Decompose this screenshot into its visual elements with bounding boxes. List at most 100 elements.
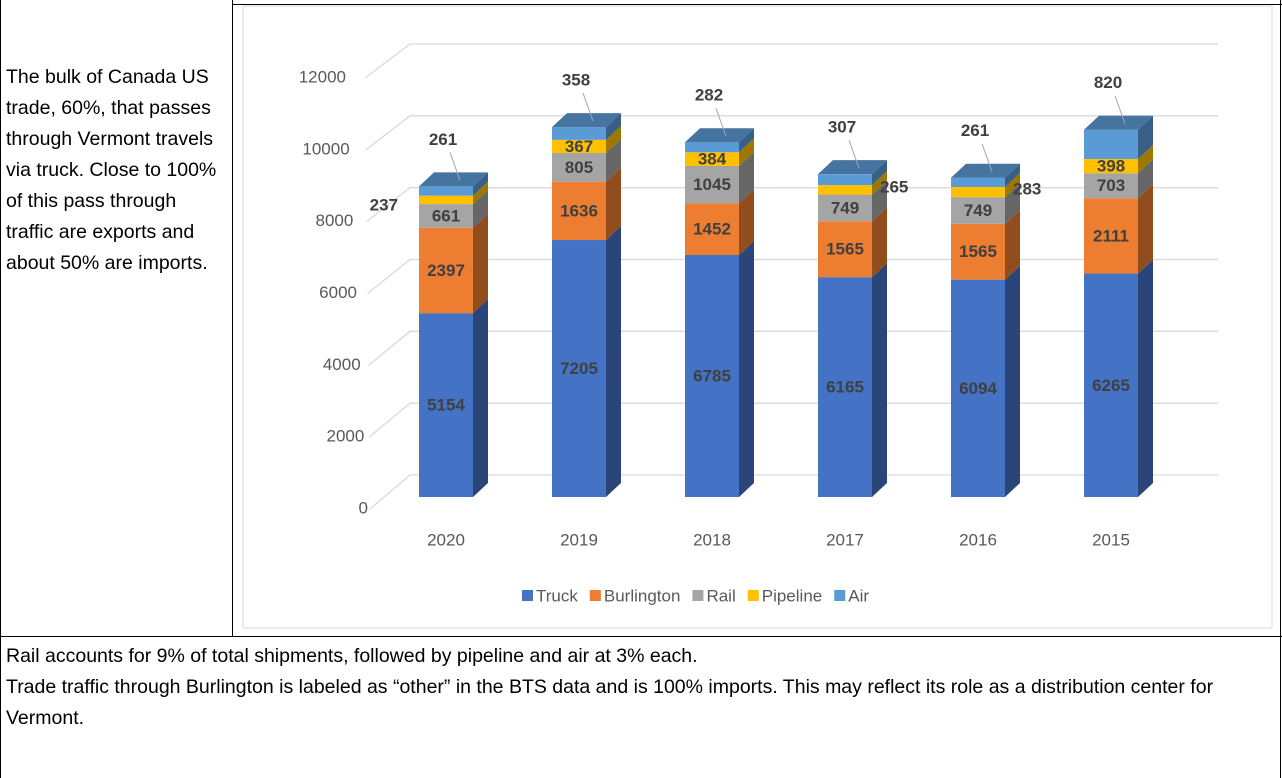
grid-line [367, 258, 1218, 295]
grid-line [367, 330, 1218, 366]
data-label: 5154 [427, 396, 465, 415]
legend-swatch [692, 590, 704, 601]
bar-segment [818, 185, 872, 195]
legend-label: Air [848, 586, 869, 605]
bar-side [606, 125, 621, 153]
bar-side [473, 299, 488, 497]
bar-segment [951, 223, 1005, 280]
legend-swatch [747, 590, 759, 601]
bar-side [473, 190, 488, 228]
bar-side [872, 171, 887, 195]
data-label: 237 [370, 195, 398, 214]
leader-line [981, 143, 993, 172]
x-tick-label: 2020 [427, 530, 465, 549]
bar-segment [685, 142, 739, 153]
bar-side [473, 213, 488, 314]
data-label: 749 [831, 198, 859, 217]
legend-label: Truck [536, 586, 578, 605]
bar-segment [1084, 198, 1138, 274]
leader-line [848, 140, 860, 169]
data-label: 358 [562, 71, 590, 90]
bar-segment [685, 165, 739, 204]
x-tick-label: 2017 [826, 530, 864, 549]
border [232, 0, 233, 636]
x-tick-label: 2018 [693, 530, 731, 549]
data-label: 261 [961, 121, 989, 140]
bottom-text: Rail accounts for 9% of total shipments,… [6, 641, 1246, 734]
paragraph: Trade traffic through Burlington is labe… [6, 676, 1214, 729]
bar-segment [818, 277, 872, 497]
y-tick-label: 0 [359, 498, 368, 517]
bar-segment [419, 186, 473, 196]
leader-line [449, 152, 461, 181]
bar-side [606, 113, 621, 140]
bar-top [818, 160, 887, 175]
y-tick-label: 8000 [316, 211, 354, 230]
bar-segment [818, 221, 872, 278]
grid-line [364, 43, 1218, 79]
data-label: 1452 [693, 220, 731, 239]
legend-label: Rail [706, 586, 735, 605]
bar-segment [1084, 173, 1138, 199]
bar-segment [685, 203, 739, 256]
bar-top [419, 172, 488, 187]
x-tick-label: 2019 [560, 530, 598, 549]
data-label: 6785 [693, 366, 731, 385]
data-label: 1565 [959, 242, 997, 261]
bar-side [606, 138, 621, 182]
chart-frame [242, 5, 1273, 629]
bar-side [1138, 115, 1153, 159]
bar-segment [951, 187, 1005, 198]
bar-side [1005, 265, 1020, 497]
border [0, 636, 1282, 637]
data-label: 1565 [826, 240, 864, 259]
bar-side [872, 207, 887, 278]
border [0, 0, 1, 778]
leader-line [582, 92, 594, 122]
bar-side [1005, 173, 1020, 198]
bar-side [1138, 259, 1153, 497]
leader-line [1114, 95, 1126, 124]
y-tick-label: 2000 [327, 427, 365, 446]
data-label: 283 [1013, 180, 1041, 199]
data-label: 1636 [560, 201, 598, 220]
bar-top [951, 163, 1020, 178]
bar-segment [552, 181, 606, 241]
side-text: The bulk of Canada US trade, 60%, that p… [6, 66, 217, 274]
legend-swatch [834, 590, 846, 601]
y-tick-label: 6000 [319, 283, 357, 302]
data-label: 805 [565, 158, 593, 177]
bar-side [739, 189, 754, 256]
bar-segment [419, 227, 473, 314]
bar-segment [951, 197, 1005, 224]
bar-top [685, 128, 754, 143]
bar-top [552, 113, 621, 128]
data-label: 265 [880, 177, 908, 196]
bar-segment [1084, 129, 1138, 159]
bar-side [872, 160, 887, 186]
bar-side [1138, 159, 1153, 199]
data-label: 307 [828, 118, 856, 137]
bar-segment [685, 152, 739, 166]
bar-segment [685, 255, 739, 497]
bar-segment [419, 313, 473, 497]
data-label: 7205 [560, 359, 598, 378]
bar-segment [951, 279, 1005, 497]
bar-segment [552, 240, 606, 497]
bar-side [872, 263, 887, 497]
chart: 0 2000 4000 6000 8000 10000 12000 2020 5154 2397 6… [242, 5, 1273, 629]
bar-side [1005, 183, 1020, 224]
grid-line [368, 402, 1218, 438]
data-label: 6165 [826, 378, 864, 397]
bar-segment [552, 139, 606, 153]
legend-label: Pipeline [762, 586, 823, 605]
data-label: 6265 [1092, 376, 1130, 395]
x-tick-label: 2015 [1092, 530, 1130, 549]
y-tick-label: 12000 [299, 67, 346, 86]
leader-line [715, 108, 727, 137]
legend-label: Burlington [604, 586, 681, 605]
bar-segment [1084, 158, 1138, 174]
border [232, 4, 1282, 5]
data-label: 1045 [693, 175, 731, 194]
